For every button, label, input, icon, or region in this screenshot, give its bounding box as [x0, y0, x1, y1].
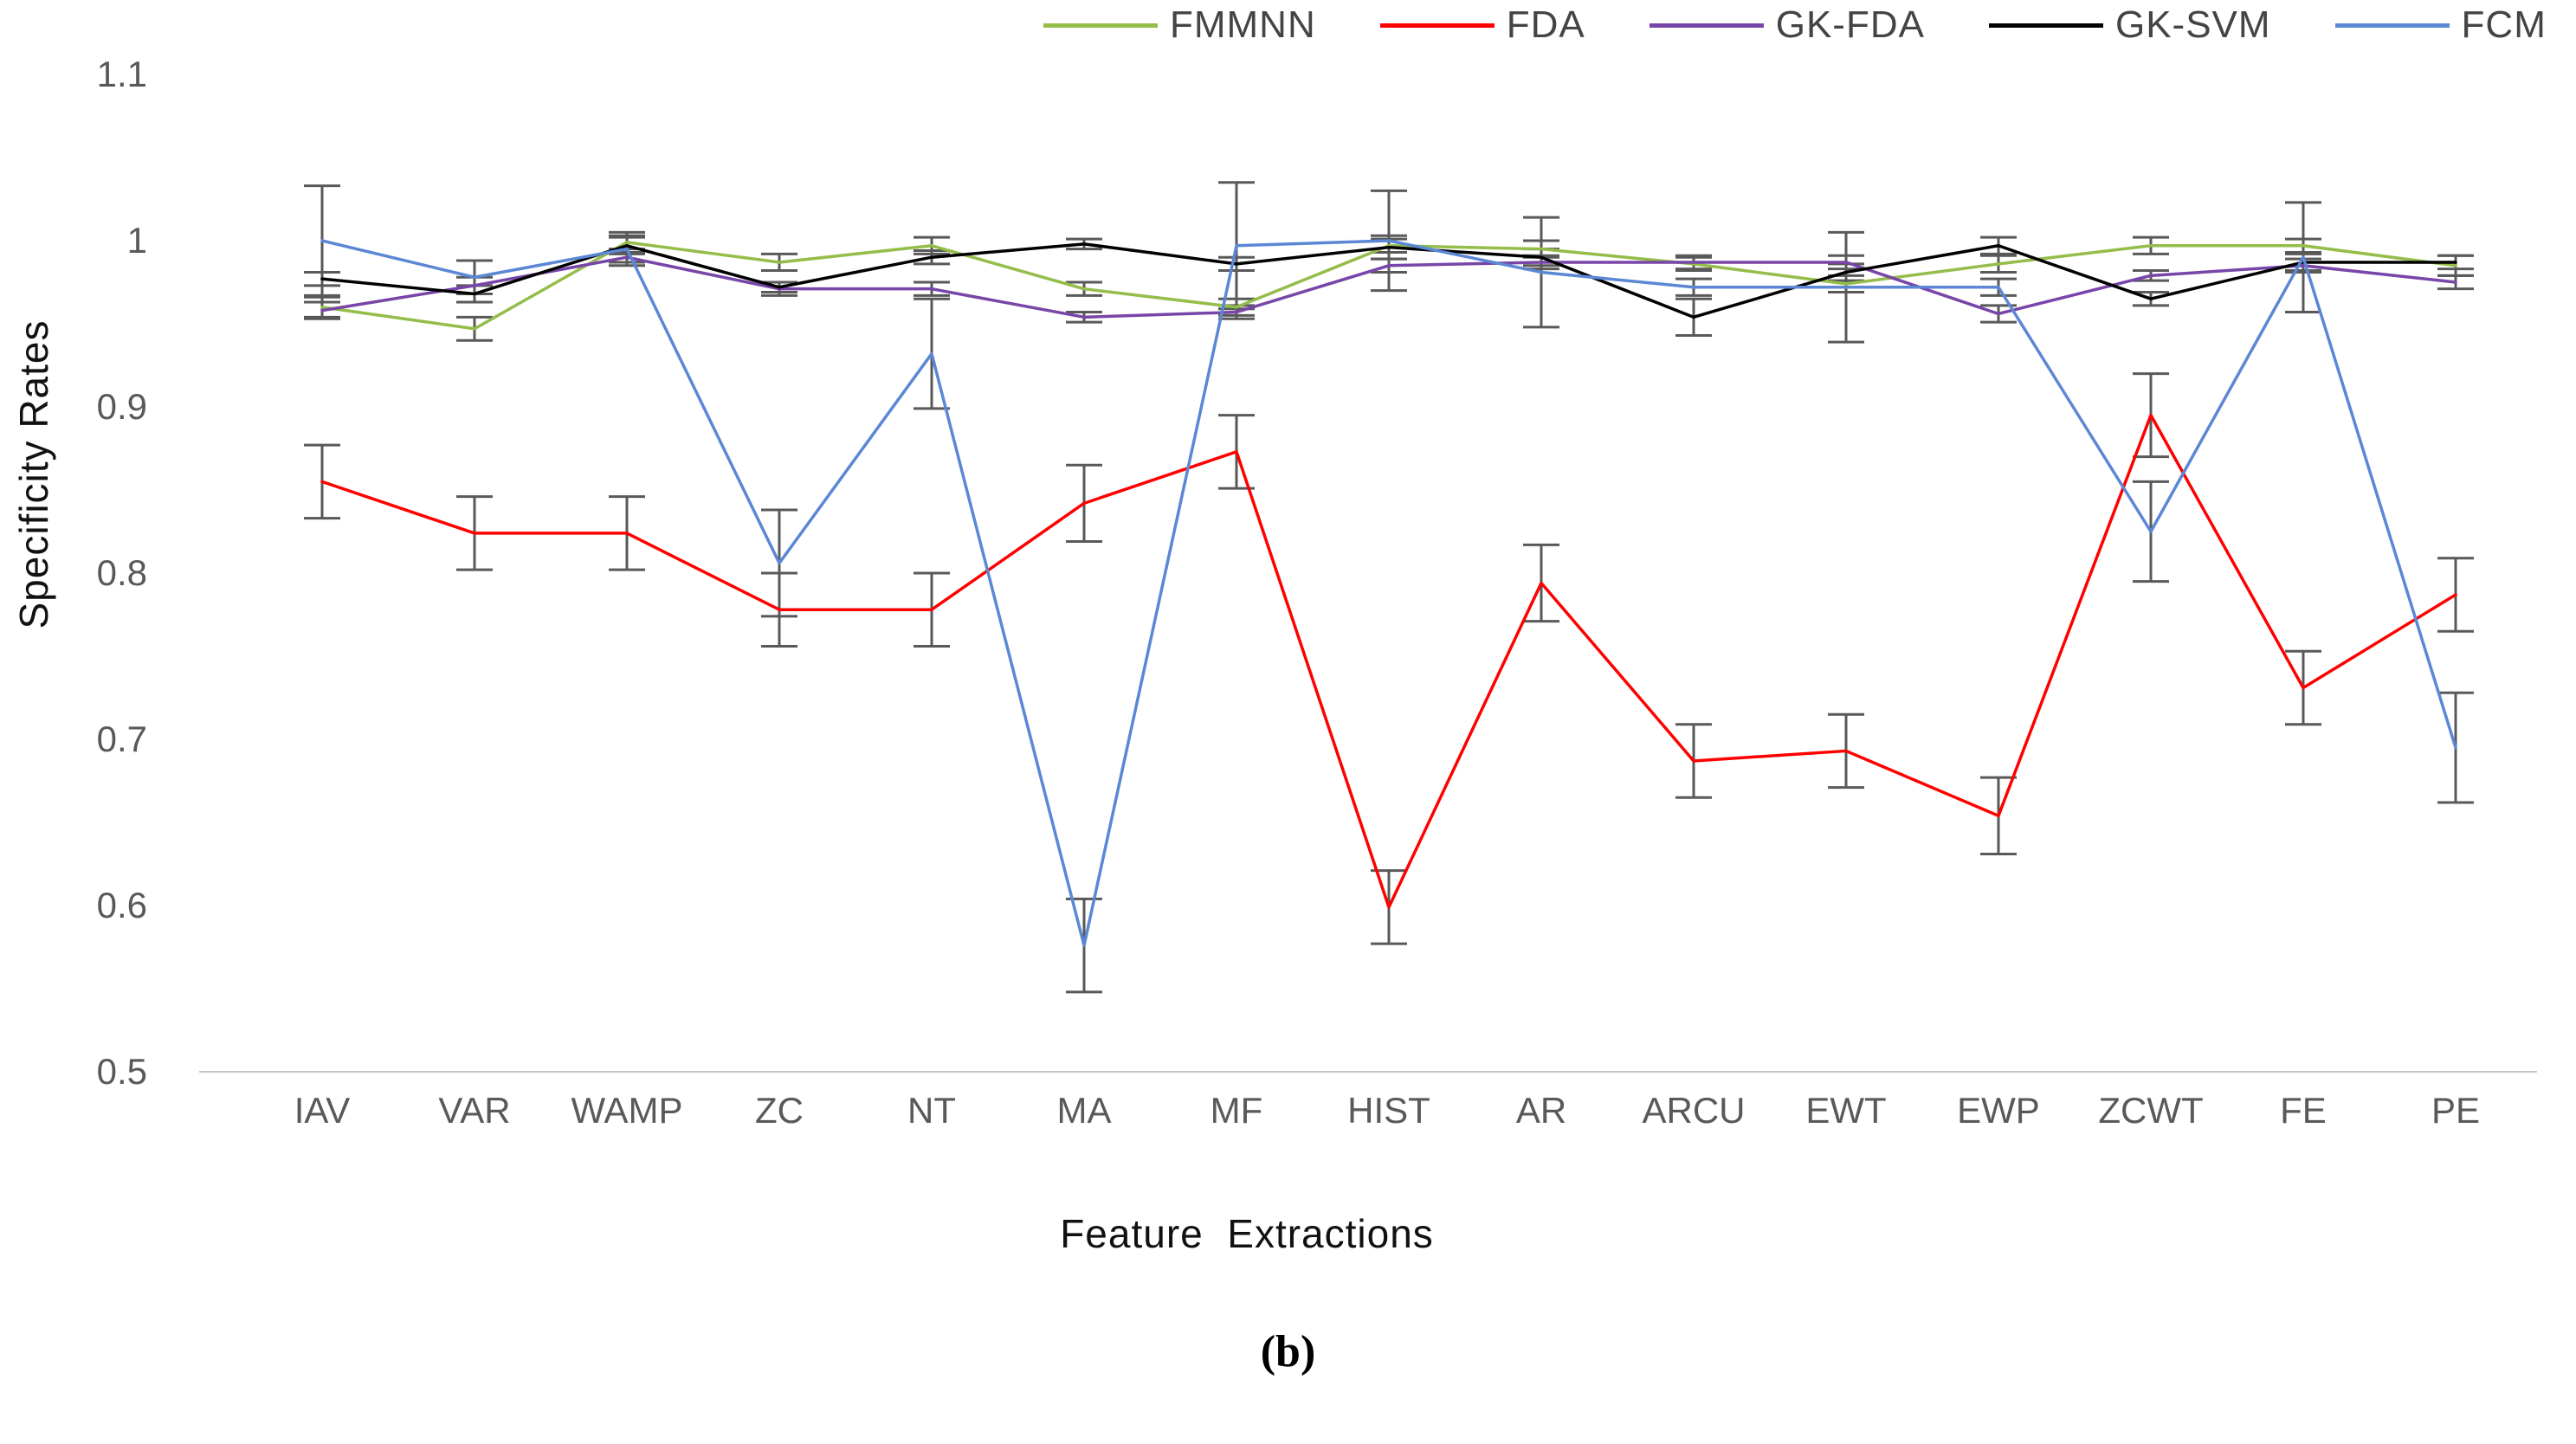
y-tick-label-1.1: 1.1 [96, 54, 147, 94]
legend-swatch-gk-svm [1988, 23, 2103, 28]
legend-label-gk-svm: GK-SVM [2114, 3, 2271, 46]
x-tick-label-wamp: WAMP [571, 1090, 683, 1131]
x-axis-title: Feature Extractions [1060, 1211, 1434, 1256]
y-tick-label-0.9: 0.9 [96, 386, 147, 427]
y-axis-tick-labels: 1.1 1 0.9 0.8 0.7 0.6 0.5 [48, 0, 147, 1444]
figure-caption: (b) [1260, 1327, 1316, 1376]
x-tick-label-ma: MA [1056, 1090, 1112, 1131]
x-tick-label-arcu: ARCU [1642, 1090, 1746, 1131]
legend-swatch-fcm [2334, 23, 2450, 28]
x-tick-label-ar: AR [1515, 1090, 1567, 1131]
series-line-gk-svm [320, 242, 2457, 319]
x-tick-label-var: VAR [438, 1090, 511, 1131]
legend-label-gk-fda: GK-FDA [1775, 3, 1925, 46]
x-tick-label-fe: FE [2280, 1090, 2327, 1131]
series-line-fcm [320, 239, 2457, 947]
x-tick-label-pe: PE [2431, 1090, 2481, 1131]
x-tick-label-ewp: EWP [1957, 1090, 2040, 1131]
x-tick-label-hist: HIST [1347, 1090, 1430, 1131]
series-line-fda [320, 413, 2457, 909]
y-tick-label-0.5: 0.5 [96, 1051, 147, 1092]
legend-item-fmmnn: FMMNN [1043, 3, 1316, 47]
series-line-gk-fda [320, 255, 2457, 319]
x-tick-label-ewt: EWT [1805, 1090, 1887, 1131]
legend-item-fda: FDA [1379, 3, 1585, 47]
x-axis-tick-labels: IAV VAR WAMP ZC NT MA MF HIST AR ARCU EWT EWP ZCWT FE… [0, 1089, 2576, 1141]
legend-item-gk-fda: GK-FDA [1649, 3, 1925, 47]
legend-label-fcm: FCM [2461, 3, 2547, 46]
x-tick-label-mf: MF [1210, 1090, 1263, 1131]
x-tick-label-iav: IAV [294, 1090, 351, 1131]
legend-label-fda: FDA [1506, 3, 1585, 46]
y-tick-label-1: 1 [126, 220, 147, 261]
y-tick-label-0.8: 0.8 [96, 552, 147, 593]
legend-label-fmmnn: FMMNN [1170, 3, 1316, 46]
x-tick-label-zc: ZC [755, 1090, 804, 1131]
y-tick-label-0.7: 0.7 [96, 719, 147, 759]
x-tick-label-nt: NT [907, 1090, 956, 1131]
legend-item-gk-svm: GK-SVM [1988, 3, 2271, 47]
chart-legend: FMMNN FDA GK-FDA GK-SVM FCM [1043, 3, 2547, 47]
legend-item-fcm: FCM [2334, 3, 2547, 47]
series-line-fmmnn [320, 241, 2457, 331]
legend-swatch-fda [1379, 23, 1495, 28]
x-tick-label-zcwt: ZCWT [2098, 1090, 2204, 1131]
y-tick-label-0.6: 0.6 [96, 885, 147, 925]
legend-swatch-gk-fda [1649, 23, 1764, 28]
legend-swatch-fmmnn [1043, 23, 1158, 28]
